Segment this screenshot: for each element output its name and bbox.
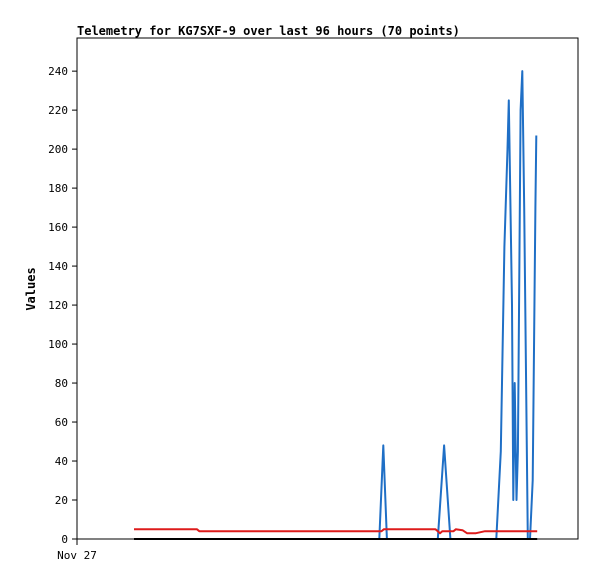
y-tick-label: 20	[55, 494, 68, 507]
y-tick-label: 0	[61, 533, 68, 546]
y-tick-label: 40	[55, 455, 68, 468]
plot-area	[76, 37, 579, 540]
chart-title: Telemetry for KG7SXF-9 over last 96 hour…	[77, 24, 460, 38]
y-tick-label: 180	[48, 182, 68, 195]
x-tick-label: Nov 27	[57, 549, 97, 562]
y-tick-label: 60	[55, 416, 68, 429]
y-tick-label: 240	[48, 65, 68, 78]
y-tick-label: 160	[48, 221, 68, 234]
series-line-2	[134, 528, 538, 535]
y-tick-label: 100	[48, 338, 68, 351]
series-layer	[134, 70, 538, 540]
y-tick-label: 220	[48, 104, 68, 117]
y-tick-label: 200	[48, 143, 68, 156]
y-axis-label: Values	[24, 267, 38, 310]
y-tick-label: 120	[48, 299, 68, 312]
y-tick-label: 140	[48, 260, 68, 273]
x-axis-ticks: Nov 27	[57, 539, 97, 562]
y-tick-label: 80	[55, 377, 68, 390]
y-axis-ticks: 0 20 40 60 80 100 120 140 160 180 200 220 240	[48, 65, 77, 546]
